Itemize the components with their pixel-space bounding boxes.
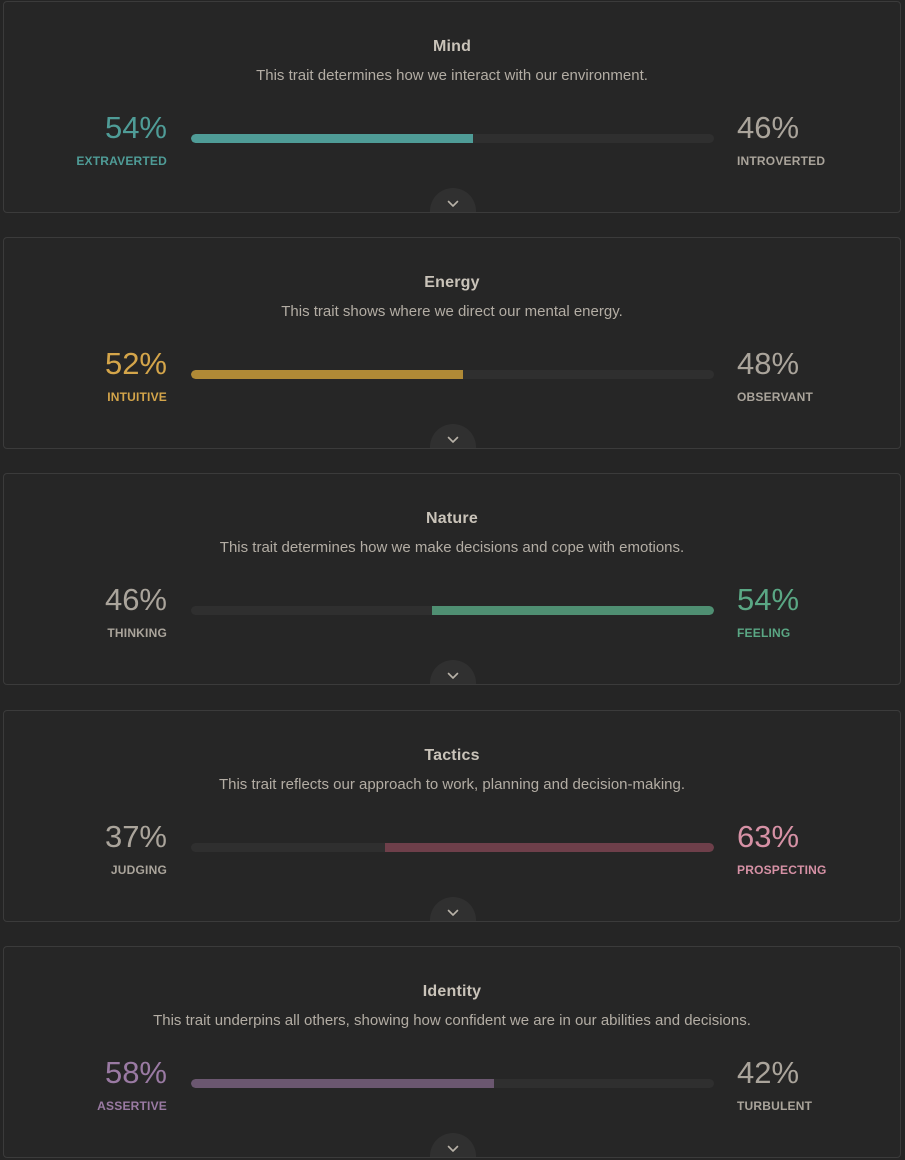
right-percent: 42% [737,1055,800,1090]
left-percent: 52% [104,346,167,381]
trait-description: This trait shows where we direct our men… [281,303,623,320]
trait-description: This trait reflects our approach to work… [218,776,686,793]
trait-description: This trait underpins all others, showing… [153,1012,751,1029]
trait-title: Energy [424,274,480,291]
left-label: THINKING [107,626,167,640]
trait-bar [191,134,714,143]
trait-bar [191,1079,714,1088]
left-label: INTUITIVE [107,390,167,404]
trait-card-tactics: Tactics This trait reflects our approach… [3,710,901,922]
expand-button[interactable] [430,188,476,212]
trait-card-identity: Identity This trait underpins all others… [3,946,901,1158]
chevron-down-icon [447,672,459,679]
trait-description: This trait determines how we interact wi… [256,67,648,84]
right-label: TURBULENT [737,1099,813,1113]
expand-button[interactable] [430,660,476,684]
chevron-down-icon [447,436,459,443]
right-percent: 46% [737,110,800,145]
trait-title: Mind [432,38,472,55]
right-percent: 54% [737,582,800,617]
trait-bar-fill [431,606,714,615]
left-label: ASSERTIVE [97,1099,167,1113]
right-label: OBSERVANT [737,390,814,404]
right-percent: 63% [737,819,800,854]
left-percent: 37% [104,819,167,854]
trait-bar-fill [191,370,463,379]
expand-button[interactable] [430,424,476,448]
trait-description: This trait determines how we make decisi… [219,539,685,556]
left-label: JUDGING [110,863,167,877]
trait-bar [191,606,714,615]
trait-title: Nature [426,510,478,527]
left-percent: 54% [104,110,167,145]
chevron-down-icon [447,909,459,916]
left-percent: 46% [104,582,167,617]
right-percent: 48% [737,346,800,381]
trait-title: Identity [422,983,482,1000]
left-label: EXTRAVERTED [76,154,167,168]
trait-title: Tactics [424,747,480,764]
trait-card-nature: Nature This trait determines how we make… [3,473,901,685]
trait-card-energy: Energy This trait shows where we direct … [3,237,901,449]
right-label: INTROVERTED [737,154,826,168]
right-label: FEELING [737,626,791,640]
trait-bar-fill [191,1079,495,1088]
trait-bar-fill [191,134,474,143]
trait-bar [191,370,714,379]
trait-bar [191,843,714,852]
trait-bar-fill [384,843,714,852]
chevron-down-icon [447,200,459,207]
trait-card-mind: Mind This trait determines how we intera… [3,1,901,213]
expand-button[interactable] [430,897,476,921]
chevron-down-icon [447,1145,459,1152]
expand-button[interactable] [430,1133,476,1157]
left-percent: 58% [104,1055,167,1090]
right-label: PROSPECTING [737,863,827,877]
